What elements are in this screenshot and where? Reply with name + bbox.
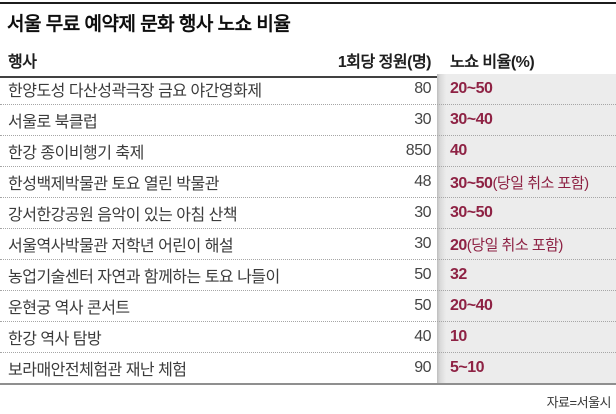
event-cell: 한양도성 다산성곽극장 금요 야간영화제 [8, 83, 262, 100]
rate-cell: 32 [437, 266, 616, 284]
table-body: 한양도성 다산성곽극장 금요 야간영화제 80 20~50 서울로 북클럽 30… [0, 74, 616, 385]
table-row: 강서한강공원 음악이 있는 아침 산책 30 30~50 [0, 197, 616, 228]
event-cell: 보라매안전체험관 재난 체험 [8, 362, 187, 379]
event-cell: 한성백제박물관 토요 열린 박물관 [8, 176, 219, 193]
table-row: 한양도성 다산성곽극장 금요 야간영화제 80 20~50 [0, 74, 616, 104]
event-cell: 농업기술센터 자연과 함께하는 토요 나들이 [8, 269, 280, 286]
rate-value: 20 [450, 236, 467, 254]
rate-value: 10 [450, 328, 467, 345]
source-credit: 자료=서울시 [546, 395, 612, 410]
event-cell: 서울역사박물관 저학년 어린이 해설 [8, 238, 234, 255]
capacity-cell: 850 [405, 142, 432, 159]
rate-cell: 20(당일 취소 포함) [437, 234, 616, 255]
rate-value: 20~40 [450, 297, 493, 314]
rate-cell: 30~50(당일 취소 포함) [437, 172, 616, 193]
table-row: 한성백제박물관 토요 열린 박물관 48 30~50(당일 취소 포함) [0, 166, 616, 197]
capacity-cell: 40 [414, 328, 431, 345]
rate-value: 20~50 [450, 80, 493, 97]
rate-cell: 5~10 [437, 359, 616, 377]
table-row: 농업기술센터 자연과 함께하는 토요 나들이 50 32 [0, 259, 616, 290]
rate-value: 40 [450, 142, 467, 159]
capacity-cell: 90 [414, 359, 431, 376]
rate-cell: 40 [437, 142, 616, 160]
capacity-cell: 30 [414, 204, 431, 221]
column-header-capacity: 1회당 정원(명) [337, 54, 432, 71]
table-row: 한강 종이비행기 축제 850 40 [0, 135, 616, 166]
table-header: 행사 1회당 정원(명) 노쇼 비율(%) [0, 45, 616, 78]
capacity-cell: 48 [414, 173, 431, 190]
rate-value: 30~50 [450, 174, 493, 192]
table-row: 한강 역사 탐방 40 10 [0, 321, 616, 352]
rate-cell: 20~50 [437, 80, 616, 98]
rate-value: 32 [450, 266, 467, 283]
page-title: 서울 무료 예약제 문화 행사 노쇼 비율 [7, 14, 291, 35]
rate-cell: 30~40 [437, 111, 616, 129]
capacity-cell: 30 [414, 111, 431, 128]
rate-note: (당일 취소 포함) [466, 236, 564, 254]
rate-value: 30~40 [450, 111, 493, 128]
table-row: 운현궁 역사 콘서트 50 20~40 [0, 290, 616, 321]
rate-note: (당일 취소 포함) [492, 174, 589, 192]
rate-value: 30~50 [450, 204, 493, 221]
capacity-cell: 50 [414, 266, 431, 283]
column-header-rate: 노쇼 비율(%) [450, 54, 535, 71]
rate-cell: 10 [437, 328, 616, 346]
event-cell: 강서한강공원 음악이 있는 아침 산책 [8, 207, 238, 224]
rate-cell: 30~50 [437, 204, 616, 222]
table-row: 서울로 북클럽 30 30~40 [0, 104, 616, 135]
event-cell: 운현궁 역사 콘서트 [8, 300, 130, 317]
event-cell: 서울로 북클럽 [8, 114, 98, 131]
column-header-event: 행사 [8, 54, 37, 71]
top-rule [0, 2, 616, 4]
table-row: 서울역사박물관 저학년 어린이 해설 30 20(당일 취소 포함) [0, 228, 616, 259]
event-cell: 한강 종이비행기 축제 [8, 145, 144, 162]
event-cell: 한강 역사 탐방 [8, 331, 102, 348]
capacity-cell: 80 [414, 80, 431, 97]
capacity-cell: 30 [414, 235, 431, 252]
rate-value: 5~10 [450, 359, 485, 376]
table-row: 보라매안전체험관 재난 체험 90 5~10 [0, 352, 616, 383]
capacity-cell: 50 [414, 297, 431, 314]
rate-cell: 20~40 [437, 297, 616, 315]
